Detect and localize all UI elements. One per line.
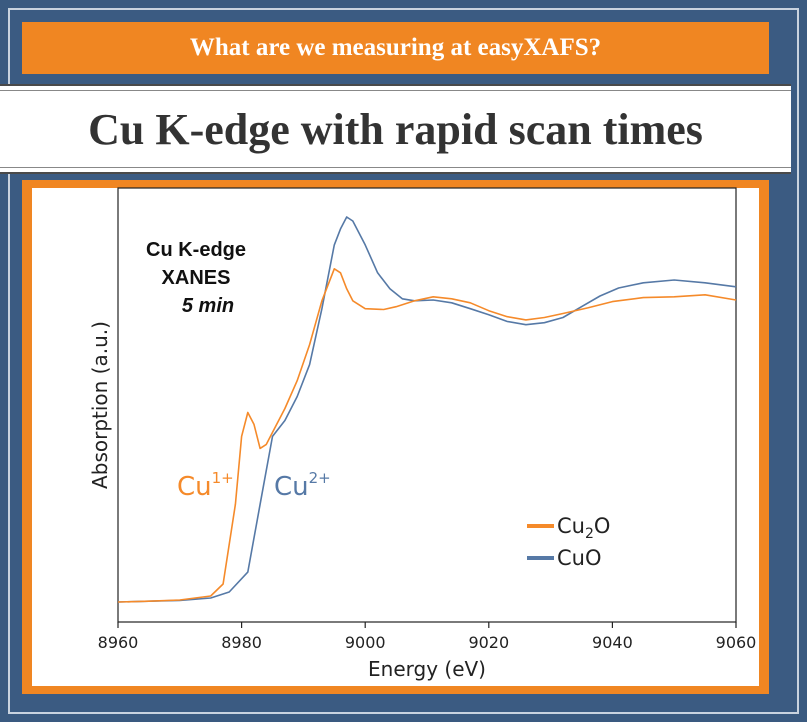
cu1-label: Cu1+ [177, 469, 234, 502]
x-tick-label: 8960 [98, 633, 139, 652]
legend-cu2o-sub: 2 [585, 526, 594, 542]
cu2-label-base: Cu [274, 472, 309, 502]
x-axis-label: Energy (eV) [368, 657, 486, 681]
plot-frame [117, 187, 737, 623]
title-bar: Cu K-edge with rapid scan times [0, 84, 791, 174]
inset-line-1: Cu K-edge [146, 239, 246, 261]
inset-line-2: XANES [162, 267, 231, 289]
inset-line-3: 5 min [182, 295, 234, 317]
chart-panel [32, 188, 759, 686]
series-line-cuo [117, 216, 737, 603]
legend-label-cuo: CuO [557, 546, 602, 570]
page-title: Cu K-edge with rapid scan times [0, 90, 791, 168]
x-tick-label: 8980 [221, 633, 262, 652]
legend-label-cu2o: Cu2O [557, 514, 610, 542]
x-tick-label: 9060 [716, 633, 757, 652]
cu1-label-base: Cu [177, 472, 212, 502]
y-axis-label: Absorption (a.u.) [88, 321, 112, 489]
cu2-label: Cu2+ [274, 469, 331, 502]
cu2-label-sup: 2+ [309, 469, 331, 487]
x-tick-label: 9000 [345, 633, 386, 652]
banner: What are we measuring at easyXAFS? [22, 22, 769, 74]
x-tick-label: 9020 [468, 633, 509, 652]
legend-cu2o-base: Cu [557, 514, 585, 538]
legend-cu2o-tail: O [594, 514, 611, 538]
cu1-label-sup: 1+ [212, 469, 234, 487]
legend: Cu2O CuO [527, 514, 610, 570]
x-tick-label: 9040 [592, 633, 633, 652]
series-line-cu2o [117, 267, 737, 603]
